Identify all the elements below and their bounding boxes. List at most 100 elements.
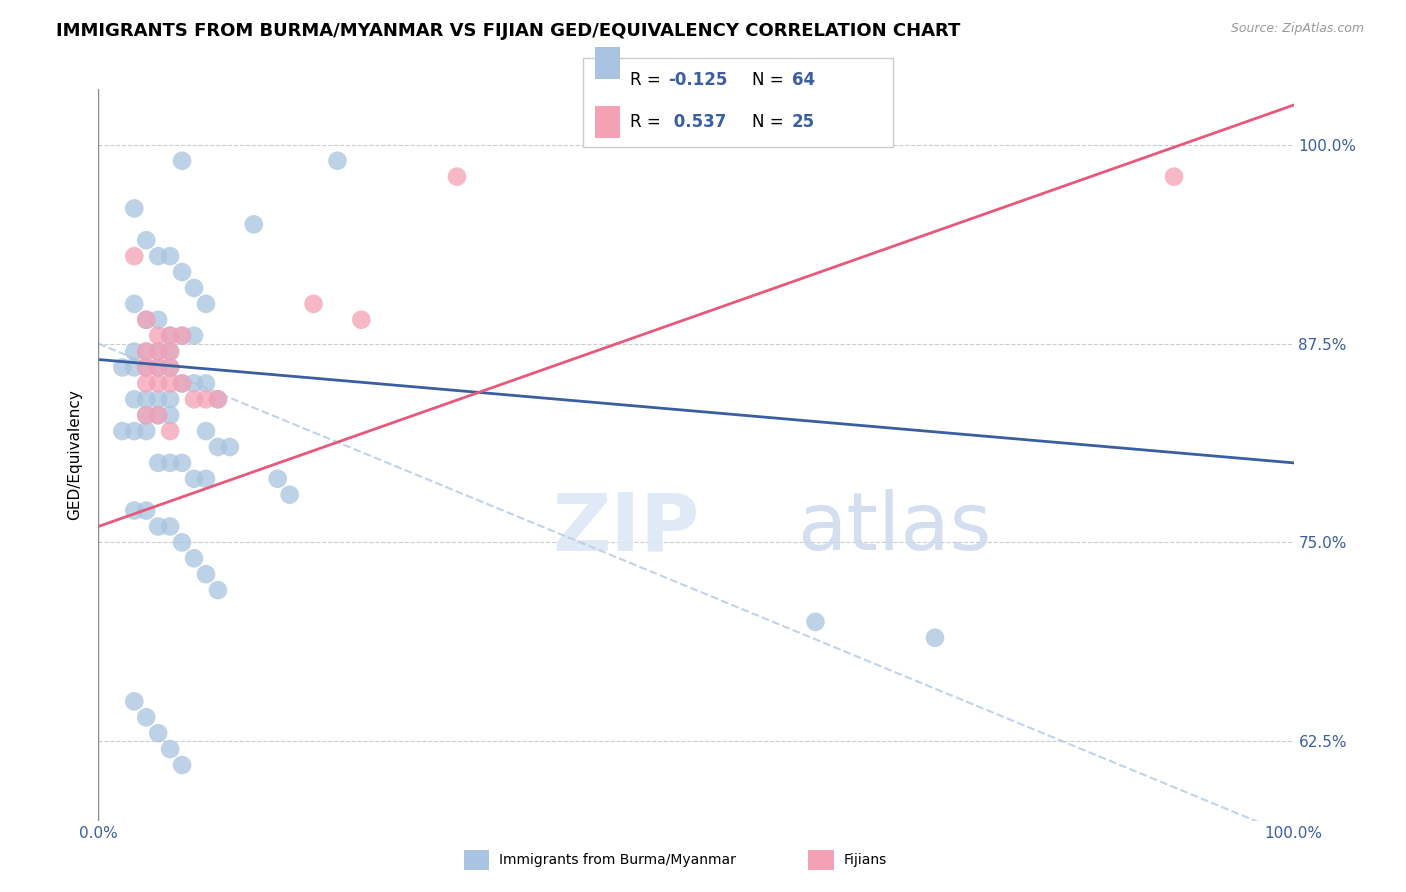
Point bbox=[326, 153, 349, 168]
Point bbox=[148, 328, 170, 343]
Point bbox=[804, 615, 827, 629]
Point bbox=[183, 328, 205, 343]
Text: Immigrants from Burma/Myanmar: Immigrants from Burma/Myanmar bbox=[499, 853, 735, 867]
Point bbox=[172, 153, 194, 168]
Point bbox=[195, 297, 218, 311]
Point bbox=[159, 360, 181, 375]
Text: 25: 25 bbox=[792, 113, 814, 131]
Point bbox=[172, 376, 194, 391]
Point bbox=[195, 376, 218, 391]
Point bbox=[148, 392, 170, 407]
Point bbox=[148, 360, 170, 375]
Point bbox=[135, 233, 157, 247]
Point bbox=[135, 344, 157, 359]
Point bbox=[135, 408, 157, 422]
Point bbox=[135, 376, 157, 391]
Point bbox=[219, 440, 242, 454]
Point bbox=[207, 583, 229, 598]
Text: -0.125: -0.125 bbox=[668, 71, 727, 89]
Point bbox=[135, 392, 157, 407]
Point bbox=[148, 456, 170, 470]
Point bbox=[111, 360, 134, 375]
Y-axis label: GED/Equivalency: GED/Equivalency bbox=[67, 390, 83, 520]
Point bbox=[172, 376, 194, 391]
Point bbox=[195, 392, 218, 407]
Text: N =: N = bbox=[752, 71, 789, 89]
Point bbox=[159, 344, 181, 359]
Point bbox=[148, 312, 170, 326]
Text: 64: 64 bbox=[792, 71, 814, 89]
Point bbox=[159, 519, 181, 533]
Point bbox=[183, 376, 205, 391]
Point bbox=[172, 535, 194, 549]
Point bbox=[172, 328, 194, 343]
Point bbox=[135, 424, 157, 438]
Point bbox=[159, 408, 181, 422]
Text: 0.537: 0.537 bbox=[668, 113, 727, 131]
Point bbox=[148, 519, 170, 533]
Point bbox=[350, 312, 373, 326]
Point bbox=[135, 408, 157, 422]
Point bbox=[267, 472, 290, 486]
Point bbox=[159, 328, 181, 343]
Point bbox=[135, 360, 157, 375]
Text: ZIP: ZIP bbox=[553, 489, 700, 567]
Point bbox=[124, 249, 146, 263]
Point bbox=[159, 249, 181, 263]
Point bbox=[924, 631, 946, 645]
Point bbox=[278, 488, 301, 502]
Point bbox=[148, 408, 170, 422]
Point bbox=[148, 344, 170, 359]
Point bbox=[148, 408, 170, 422]
Point bbox=[446, 169, 468, 184]
Point bbox=[195, 472, 218, 486]
Point bbox=[135, 360, 157, 375]
Point bbox=[195, 567, 218, 582]
Text: Fijians: Fijians bbox=[844, 853, 887, 867]
Point bbox=[159, 742, 181, 756]
Point bbox=[302, 297, 325, 311]
Point bbox=[135, 312, 157, 326]
Point bbox=[124, 360, 146, 375]
Point bbox=[195, 424, 218, 438]
Text: IMMIGRANTS FROM BURMA/MYANMAR VS FIJIAN GED/EQUIVALENCY CORRELATION CHART: IMMIGRANTS FROM BURMA/MYANMAR VS FIJIAN … bbox=[56, 22, 960, 40]
Point bbox=[207, 440, 229, 454]
Point bbox=[148, 376, 170, 391]
Point bbox=[148, 726, 170, 740]
Point bbox=[172, 758, 194, 772]
Point bbox=[183, 472, 205, 486]
Point bbox=[148, 360, 170, 375]
Point bbox=[124, 202, 146, 216]
Point bbox=[124, 392, 146, 407]
Text: R =: R = bbox=[630, 113, 666, 131]
Point bbox=[135, 503, 157, 517]
Point bbox=[159, 328, 181, 343]
Point bbox=[172, 328, 194, 343]
Point bbox=[243, 218, 266, 232]
Point bbox=[207, 392, 229, 407]
Point bbox=[135, 312, 157, 326]
Point bbox=[159, 392, 181, 407]
Point bbox=[183, 392, 205, 407]
Point bbox=[148, 344, 170, 359]
Point bbox=[172, 456, 194, 470]
Text: R =: R = bbox=[630, 71, 666, 89]
Point bbox=[159, 424, 181, 438]
Point bbox=[148, 249, 170, 263]
Point bbox=[159, 344, 181, 359]
Text: atlas: atlas bbox=[797, 489, 991, 567]
Point bbox=[159, 376, 181, 391]
Point bbox=[183, 551, 205, 566]
Point bbox=[172, 265, 194, 279]
Point bbox=[124, 424, 146, 438]
Point bbox=[124, 694, 146, 708]
Point bbox=[124, 297, 146, 311]
Point bbox=[159, 360, 181, 375]
Text: Source: ZipAtlas.com: Source: ZipAtlas.com bbox=[1230, 22, 1364, 36]
Point bbox=[183, 281, 205, 295]
Point bbox=[135, 710, 157, 724]
Point bbox=[207, 392, 229, 407]
Text: N =: N = bbox=[752, 113, 789, 131]
Point bbox=[159, 456, 181, 470]
Point bbox=[111, 424, 134, 438]
